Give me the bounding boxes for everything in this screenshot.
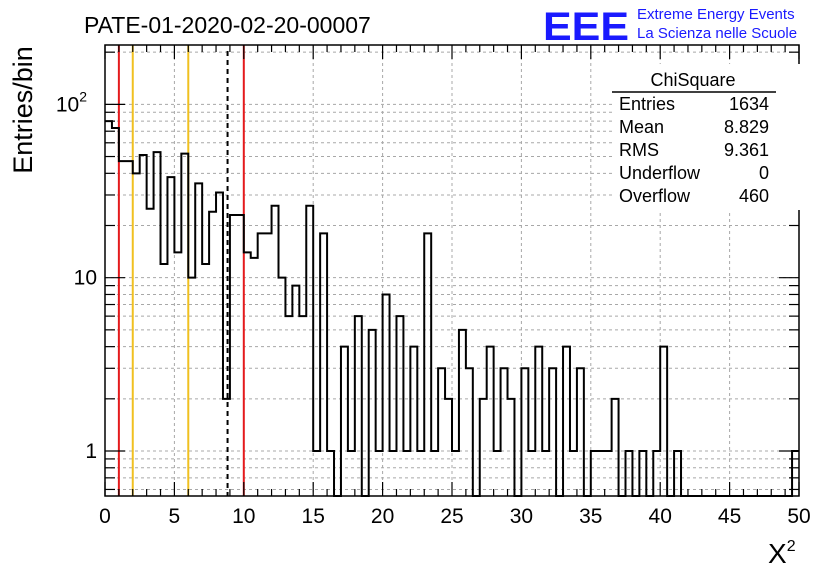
stats-title: ChiSquare (650, 70, 735, 90)
histogram-bin (285, 316, 292, 496)
x-tick-label: 50 (787, 505, 810, 528)
stats-rows: Entries 1634 Mean 8.829 RMS 9.361 Underflow 0 Ov… (619, 94, 769, 206)
x-tick-label: 30 (510, 505, 533, 528)
histogram-bin (265, 233, 272, 496)
histogram-bin (258, 233, 265, 496)
histogram-series (105, 120, 799, 497)
histogram-bin (535, 347, 542, 496)
histogram-bin (292, 286, 299, 496)
histogram-bin (126, 161, 133, 496)
stats-row-label: Underflow (619, 163, 701, 183)
histogram-bin (230, 215, 237, 496)
eee-logo: EEE Extreme Energy Events La Scienza nel… (543, 5, 797, 49)
histogram-bin (438, 368, 445, 496)
chart-title: PATE-01-2020-02-20-00007 (84, 12, 371, 38)
histogram-bin (181, 154, 188, 496)
x-tick-label: 0 (99, 505, 111, 528)
histogram-bin (119, 161, 126, 496)
histogram-bin (320, 233, 327, 496)
histogram-bin (306, 206, 313, 496)
stats-box: ChiSquare Entries 1634 Mean 8.829 RMS 9.361 Un… (612, 64, 804, 210)
x-tick-label: 35 (579, 505, 602, 528)
x-tick-label: 25 (440, 505, 463, 528)
histogram-bin (521, 368, 528, 496)
stats-box-bg (612, 64, 804, 210)
histogram-bin (299, 316, 306, 496)
stats-row-value: 0 (759, 163, 769, 183)
y-tick-label: 102 (56, 88, 87, 116)
histogram-bin (577, 368, 584, 496)
logo-line2: La Scienza nelle Scuole (637, 25, 797, 42)
histogram-bin (237, 215, 244, 496)
histogram-bin (369, 330, 376, 496)
tick-labels: 0 5 10 15 20 25 30 35 40 45 50 1 10 102 (56, 88, 811, 528)
y-tick-label: 1 (85, 440, 97, 463)
histogram-bin (383, 294, 390, 496)
x-axis-label: X2 (768, 538, 796, 569)
histogram-bin (480, 399, 487, 496)
histogram-bin (424, 233, 431, 496)
stats-row-label: Entries (619, 94, 675, 114)
histogram-bin (244, 252, 251, 496)
histogram-bin (174, 252, 181, 496)
histogram-outline (105, 120, 799, 497)
histogram-bin (112, 128, 119, 496)
stats-row-value: 8.829 (724, 117, 769, 137)
histogram-bin (459, 330, 466, 496)
x-axis-label-main: X (768, 538, 787, 569)
histogram-bin (279, 278, 286, 496)
x-tick-label: 5 (169, 505, 181, 528)
axes (104, 44, 800, 497)
histogram-bin (209, 212, 216, 496)
x-axis-label-sup: 2 (787, 538, 796, 555)
histogram-bin (445, 399, 452, 496)
reference-lines (117, 45, 245, 496)
histogram-bin (188, 278, 195, 496)
x-tick-label: 10 (232, 505, 255, 528)
histogram-bin (195, 183, 202, 496)
histogram-bin (660, 347, 667, 496)
x-tick-label: 15 (302, 505, 325, 528)
x-tick-label: 40 (649, 505, 672, 528)
y-axis-label: Entries/bin (8, 46, 38, 174)
logo-line1: Extreme Energy Events (637, 6, 795, 23)
histogram-bin (549, 368, 556, 496)
histogram-bin (508, 399, 515, 496)
stats-row-label: Overflow (619, 186, 691, 206)
histogram-bin (161, 264, 168, 496)
x-tick-label: 45 (718, 505, 741, 528)
histogram-bin (396, 316, 403, 496)
histogram-bin (216, 193, 223, 496)
histogram-bin (501, 368, 508, 496)
y-tick-label: 10 (74, 267, 97, 290)
stats-row-label: RMS (619, 140, 659, 160)
stats-row-label: Mean (619, 117, 664, 137)
histogram-bin (466, 368, 473, 496)
histogram-bin (133, 173, 140, 496)
stats-row-value: 9.361 (724, 140, 769, 160)
x-tick-label: 20 (371, 505, 394, 528)
histogram-bin (355, 316, 362, 496)
histogram-bin (341, 347, 348, 496)
stats-row-value: 1634 (729, 94, 769, 114)
stats-row-value: 460 (739, 186, 769, 206)
histogram-bin (563, 347, 570, 496)
histogram-bin (202, 264, 209, 496)
histogram-bin (154, 152, 161, 496)
histogram-bin (251, 258, 258, 496)
histogram-bin (410, 347, 417, 496)
logo-mark: EEE (543, 5, 629, 49)
histogram-bin (612, 399, 619, 496)
histogram-bin (223, 399, 230, 496)
histogram-bin (140, 155, 147, 496)
histogram-bin (272, 206, 279, 496)
histogram-bin (105, 121, 112, 496)
histogram-bin (147, 209, 154, 496)
histogram-bin (487, 347, 494, 496)
